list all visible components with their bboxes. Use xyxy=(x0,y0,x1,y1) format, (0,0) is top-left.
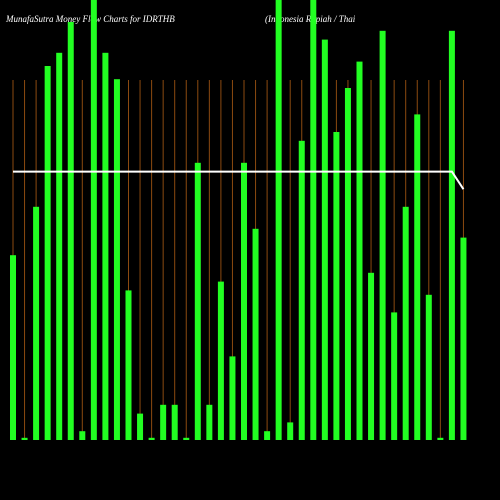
bar xyxy=(379,30,386,441)
bar xyxy=(90,0,97,440)
bar xyxy=(10,255,16,440)
bar xyxy=(229,356,236,440)
bar xyxy=(33,206,40,440)
bar xyxy=(79,431,86,440)
bar xyxy=(67,22,74,440)
bar xyxy=(287,422,294,440)
chart-title: MunafaSutra Money Flow Charts for IDRTHB xyxy=(5,14,175,24)
bar xyxy=(310,0,317,440)
bar xyxy=(414,114,421,441)
bar xyxy=(241,162,247,441)
bar xyxy=(425,294,432,440)
bar xyxy=(206,404,213,440)
bar xyxy=(160,404,167,440)
bar xyxy=(321,39,328,440)
bar xyxy=(194,162,201,441)
bar xyxy=(264,431,271,440)
bar xyxy=(137,413,144,440)
bar xyxy=(217,281,224,440)
bar xyxy=(102,52,109,441)
bar xyxy=(344,88,351,440)
bar xyxy=(56,52,63,441)
bar xyxy=(113,79,120,440)
bar xyxy=(460,237,467,440)
bar xyxy=(368,272,375,440)
bar xyxy=(391,312,398,440)
line xyxy=(13,170,465,190)
bar xyxy=(183,437,190,440)
bar xyxy=(402,206,409,440)
bar xyxy=(298,140,305,441)
bar xyxy=(21,437,28,440)
bar xyxy=(333,132,340,440)
bar xyxy=(275,0,282,440)
bar xyxy=(252,228,259,440)
bar xyxy=(356,61,363,440)
bar xyxy=(171,404,178,440)
bar xyxy=(44,66,51,440)
bar xyxy=(448,30,455,441)
bar xyxy=(125,290,132,440)
bar xyxy=(148,437,155,440)
bar xyxy=(437,437,444,440)
